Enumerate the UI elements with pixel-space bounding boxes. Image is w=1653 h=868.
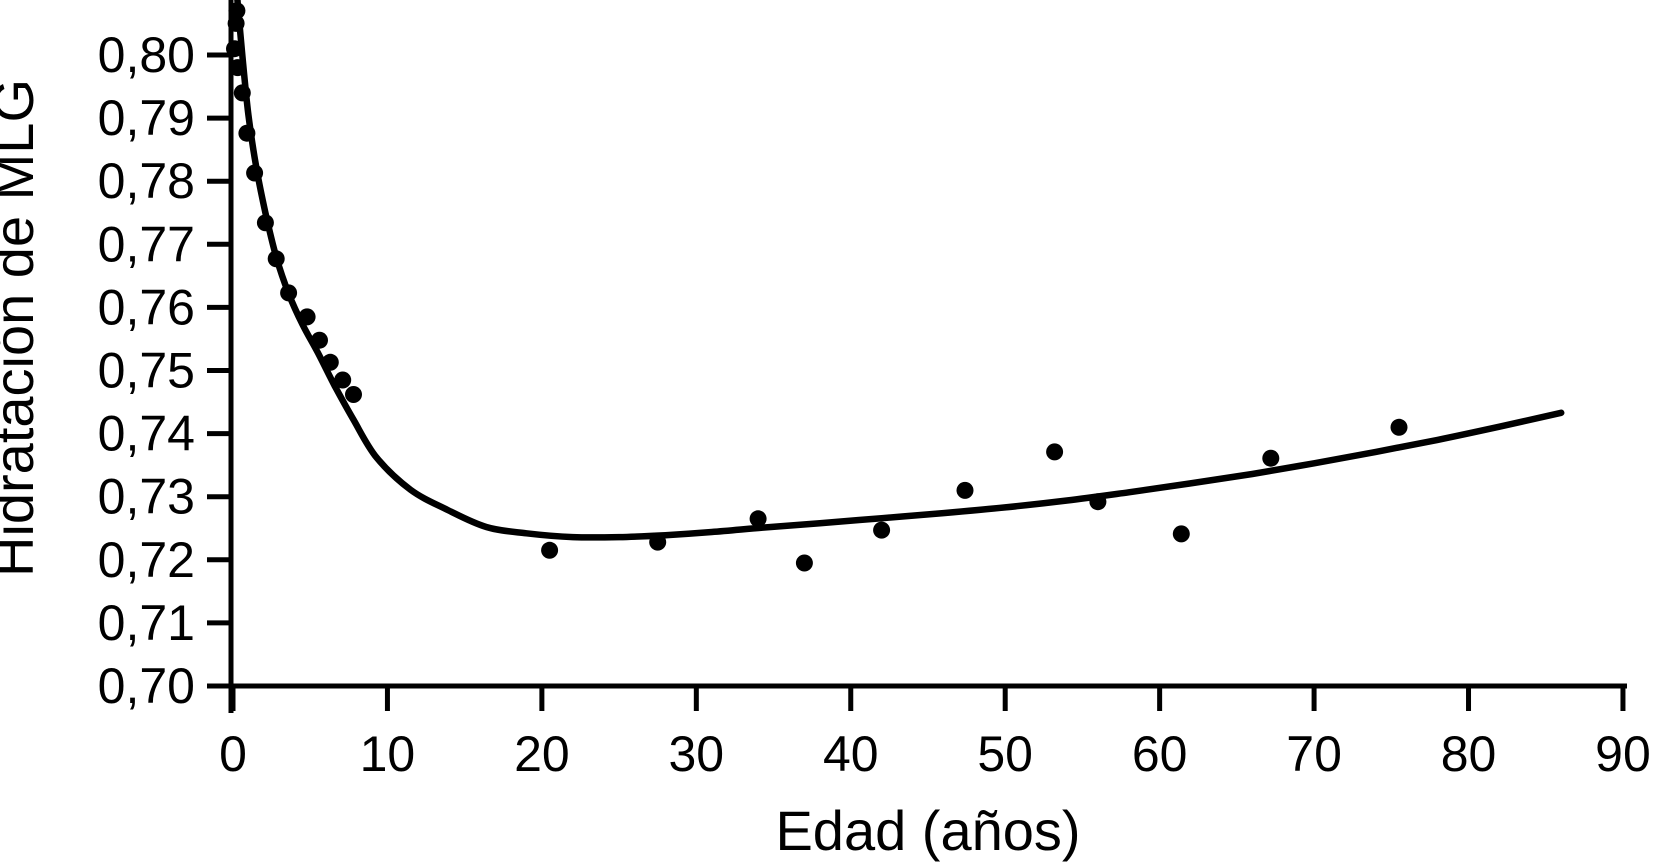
data-point [227,14,245,32]
plot-content [226,0,1565,572]
y-tick-label: 0,76 [98,279,195,335]
data-point [311,331,328,349]
data-point [334,371,352,389]
fit-curve [234,0,1565,541]
data-point [229,59,247,77]
x-tick-label: 0 [219,726,247,782]
data-point [1390,418,1408,436]
x-ticks [230,686,1626,711]
y-ticks [207,52,231,689]
data-point [256,214,274,232]
y-tick-label: 0,74 [98,406,195,462]
data-point [1172,525,1190,543]
data-point [267,250,285,268]
x-axis-title: Edad (años) [775,799,1080,862]
data-point [541,541,559,559]
x-tick-labels: 0 10 20 30 40 50 60 70 80 90 [219,726,1651,782]
data-point [298,308,316,326]
data-point [1262,449,1280,467]
y-tick-label: 0,72 [98,532,195,588]
scatter-points [226,2,1408,572]
x-tick-label: 10 [360,726,416,782]
data-point [795,554,813,572]
axes: 0,70 0,71 0,72 0,73 0,74 0,75 0,76 0,77 0,78 0,79… [98,0,1651,782]
data-point [280,284,298,302]
x-tick-label: 70 [1286,726,1342,782]
data-point [1046,443,1064,461]
x-tick-label: 80 [1441,726,1497,782]
data-point [649,533,667,551]
x-tick-label: 30 [669,726,725,782]
y-axis-title: Hidratación de MLG [0,79,45,577]
x-tick-label: 60 [1132,726,1188,782]
y-tick-label: 0,71 [98,595,195,651]
y-tick-label: 0,79 [98,90,195,146]
data-point [238,124,256,142]
data-point [233,84,251,102]
data-point [226,40,243,58]
y-tick-label: 0,78 [98,153,195,209]
x-tick-label: 20 [514,726,570,782]
y-tick-label: 0,70 [98,658,195,714]
x-tick-label: 90 [1595,726,1651,782]
y-tick-label: 0,75 [98,343,195,399]
data-point [246,164,264,182]
y-tick-label: 0,80 [98,27,195,83]
y-tick-label: 0,73 [98,469,195,525]
data-point [1089,493,1107,511]
y-tick-labels: 0,70 0,71 0,72 0,73 0,74 0,75 0,76 0,77 0,78 0,79… [98,27,195,714]
data-point [321,353,339,371]
y-tick-label: 0,77 [98,216,195,272]
data-point [345,386,362,403]
data-point [956,481,974,499]
data-point [873,521,891,539]
data-point [749,510,767,528]
x-tick-label: 40 [823,726,879,782]
data-point [228,2,246,20]
x-tick-label: 50 [977,726,1033,782]
